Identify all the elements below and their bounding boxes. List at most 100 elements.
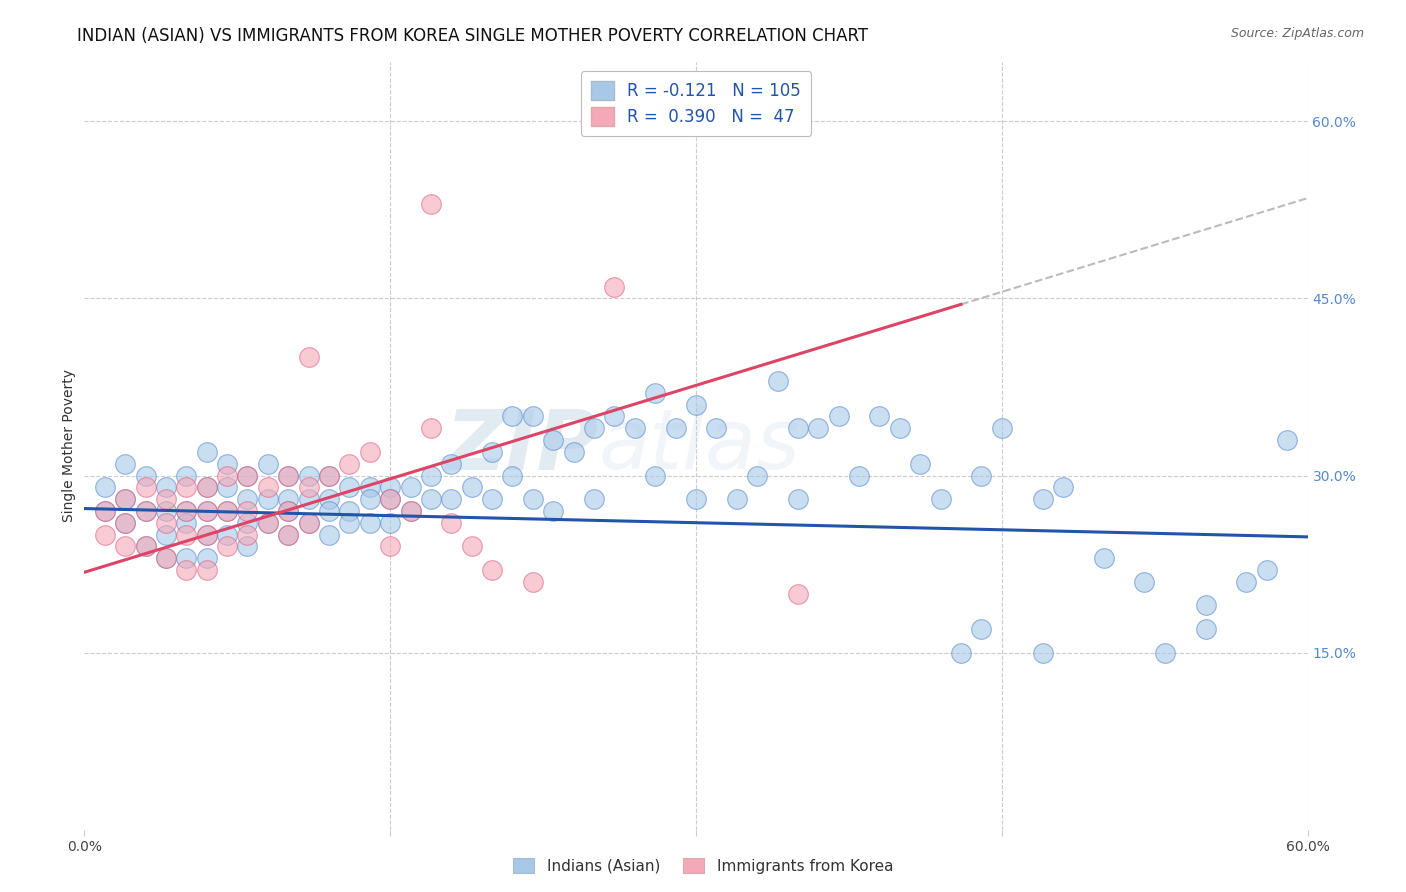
Point (725, 492, 748, 507)
Point (869, 409, 891, 424)
Point (583, 421, 606, 435)
Point (174, 504, 197, 518)
Point (236, 527, 259, 541)
Point (257, 492, 280, 507)
Point (603, 409, 626, 424)
Point (380, 492, 402, 507)
Point (217, 527, 239, 541)
Point (644, 385, 666, 400)
Point (380, 492, 402, 507)
Point (195, 527, 218, 541)
Point (1236, 574, 1258, 589)
Point (155, 480, 177, 494)
Point (195, 480, 218, 494)
Point (502, 409, 524, 424)
Point (706, 421, 728, 435)
Point (174, 504, 197, 518)
Point (318, 504, 340, 518)
Point (114, 457, 136, 471)
Point (298, 351, 321, 365)
Point (461, 539, 484, 553)
Point (950, 646, 973, 660)
Point (155, 504, 177, 518)
Point (318, 527, 340, 541)
Point (217, 457, 239, 471)
Point (217, 504, 239, 518)
Point (217, 480, 239, 494)
Text: ZIP: ZIP (446, 406, 598, 486)
Point (1032, 646, 1054, 660)
Point (359, 492, 381, 507)
Point (195, 480, 218, 494)
Point (277, 527, 299, 541)
Text: INDIAN (ASIAN) VS IMMIGRANTS FROM KOREA SINGLE MOTHER POVERTY CORRELATION CHART: INDIAN (ASIAN) VS IMMIGRANTS FROM KOREA … (77, 27, 869, 45)
Point (114, 492, 136, 507)
Point (135, 480, 157, 494)
Point (1195, 622, 1218, 636)
Point (236, 539, 259, 553)
Point (929, 492, 952, 507)
Point (1052, 480, 1074, 494)
Point (114, 539, 136, 553)
Point (195, 563, 218, 577)
Point (1032, 492, 1054, 507)
Point (93, 504, 115, 518)
Point (174, 527, 197, 541)
Point (298, 480, 321, 494)
Point (135, 468, 157, 483)
Point (481, 492, 503, 507)
Point (277, 468, 299, 483)
Point (318, 468, 340, 483)
Point (380, 539, 402, 553)
Point (685, 398, 707, 412)
Point (1092, 551, 1115, 566)
Point (399, 480, 422, 494)
Point (685, 492, 707, 507)
Point (1195, 599, 1218, 613)
Point (93, 504, 115, 518)
Point (195, 445, 218, 459)
Point (277, 504, 299, 518)
Point (502, 468, 524, 483)
Point (543, 504, 565, 518)
Point (1277, 433, 1299, 447)
Point (114, 516, 136, 530)
Point (359, 445, 381, 459)
Point (787, 586, 810, 600)
Point (93, 480, 115, 494)
Point (359, 480, 381, 494)
Point (420, 421, 443, 435)
Point (257, 516, 280, 530)
Point (624, 421, 647, 435)
Point (399, 504, 422, 518)
Y-axis label: Single Mother Poverty: Single Mother Poverty (62, 369, 76, 523)
Point (277, 527, 299, 541)
Point (93, 527, 115, 541)
Point (848, 468, 870, 483)
Point (114, 492, 136, 507)
Point (828, 409, 851, 424)
Point (298, 516, 321, 530)
Point (155, 516, 177, 530)
Point (1154, 646, 1177, 660)
Point (217, 468, 239, 483)
Point (277, 504, 299, 518)
Point (155, 551, 177, 566)
Point (970, 468, 993, 483)
Point (543, 433, 565, 447)
Point (603, 279, 626, 293)
Point (665, 421, 688, 435)
Point (889, 421, 911, 435)
Point (236, 504, 259, 518)
Point (135, 539, 157, 553)
Point (277, 468, 299, 483)
Point (339, 457, 361, 471)
Point (174, 563, 197, 577)
Point (807, 421, 830, 435)
Point (359, 516, 381, 530)
Point (195, 504, 218, 518)
Point (644, 468, 666, 483)
Point (174, 516, 197, 530)
Point (522, 409, 544, 424)
Point (298, 516, 321, 530)
